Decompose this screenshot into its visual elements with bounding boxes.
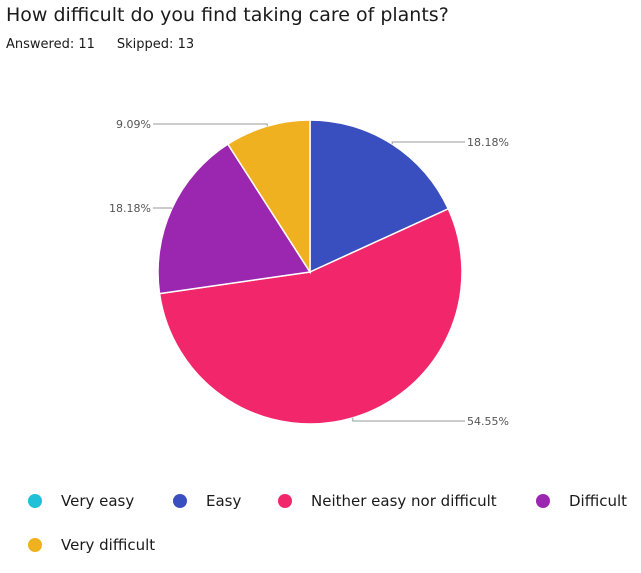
pie-slice-difficult[interactable] (157, 143, 312, 295)
pie-slice-easy[interactable] (309, 119, 450, 274)
data-label-difficult: 18.18% (109, 202, 151, 215)
legend-label: Difficult (569, 492, 628, 510)
callout-line-easy (391, 141, 465, 145)
legend-swatch (173, 494, 187, 508)
legend-swatch (536, 494, 550, 508)
data-label-very-difficult: 9.09% (116, 118, 151, 131)
legend-swatch (28, 538, 42, 552)
callout-line-difficult (153, 207, 173, 209)
legend-swatch (278, 494, 292, 508)
answered-count: Answered: 11 (6, 37, 95, 52)
legend-item-neither[interactable]: Neither easy nor difficult (278, 492, 497, 510)
data-label-neither: 54.55% (467, 415, 509, 428)
legend-label: Neither easy nor difficult (311, 492, 497, 510)
legend-label: Very difficult (61, 536, 156, 554)
pie-slice-neither[interactable] (158, 207, 463, 425)
legend-item-very-difficult[interactable]: Very difficult (28, 536, 155, 554)
pie-slices (157, 119, 463, 425)
legend-swatch (28, 494, 42, 508)
callout-line-very-difficult (153, 123, 268, 127)
data-label-easy: 18.18% (467, 136, 509, 149)
pie-slice-very-difficult[interactable] (226, 119, 311, 275)
pie-callouts: 18.18% 54.55% 18.18% 9.09% (109, 118, 509, 428)
legend-label: Very easy (61, 492, 135, 510)
question-title: How difficult do you find taking care of… (6, 4, 449, 26)
legend-item-difficult[interactable]: Difficult (536, 492, 627, 510)
callout-line-neither (352, 417, 465, 422)
legend-item-easy[interactable]: Easy (173, 492, 241, 510)
legend-item-very-easy[interactable]: Very easy (28, 492, 134, 510)
response-stats: Answered: 11 Skipped: 13 (6, 37, 194, 52)
skipped-count: Skipped: 13 (116, 37, 195, 52)
legend-label: Easy (206, 492, 242, 510)
